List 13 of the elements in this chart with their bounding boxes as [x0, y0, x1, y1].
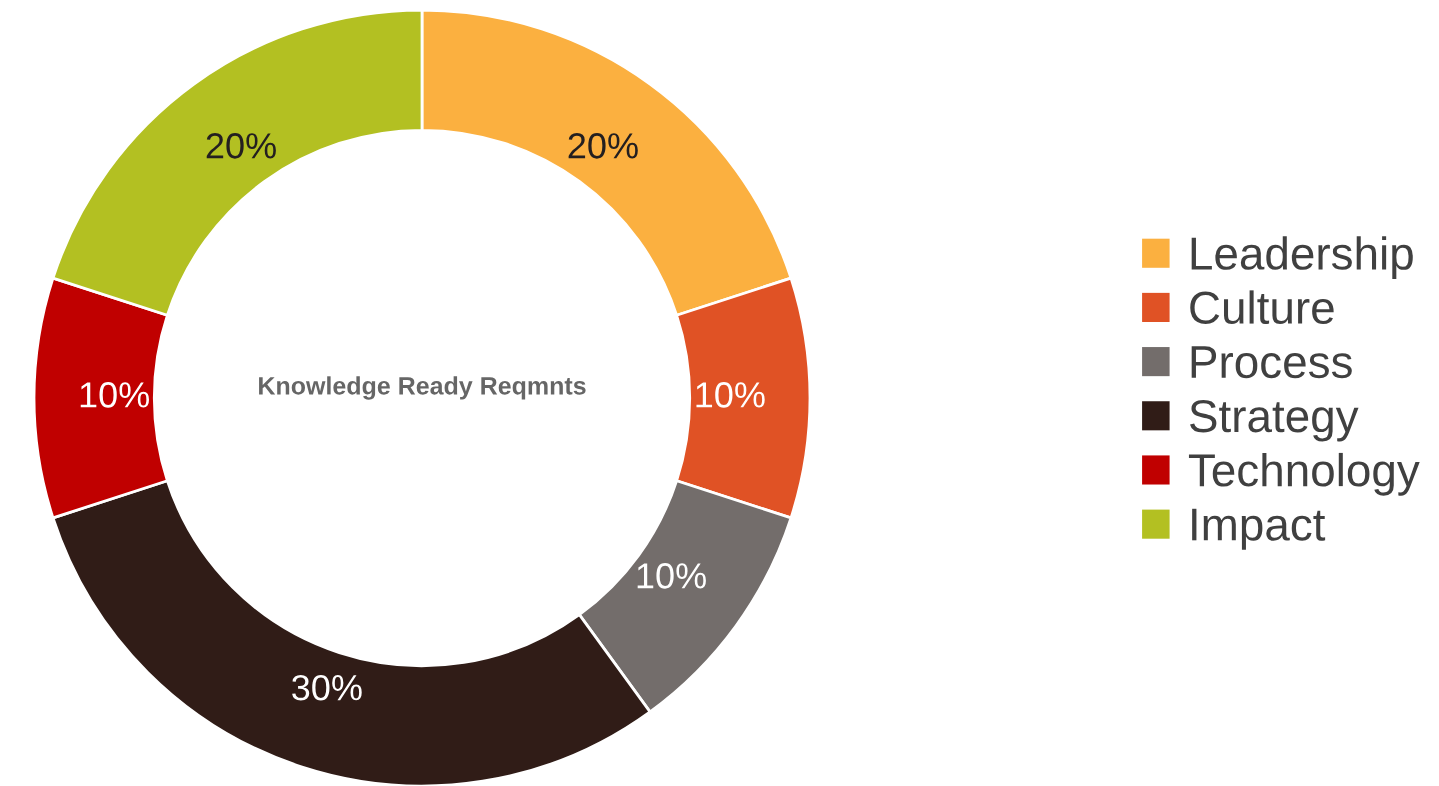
data-label: 10%: [696, 382, 765, 408]
legend-label: Process: [1191, 346, 1352, 379]
legend-label: Technology: [1188, 452, 1420, 496]
legend-label: Impact: [1192, 508, 1326, 550]
data-label: 20%: [206, 133, 276, 159]
data-label: 10%: [637, 563, 706, 589]
legend-label: Leadership: [1191, 236, 1413, 279]
data-label: 30%: [292, 674, 362, 701]
legend-label: Strategy: [1190, 399, 1359, 442]
legend-label: Culture: [1190, 290, 1334, 325]
data-label: 20%: [568, 133, 638, 159]
text: Knowledge Ready Reqmnts: [259, 376, 586, 400]
data-label: 10%: [80, 382, 149, 408]
